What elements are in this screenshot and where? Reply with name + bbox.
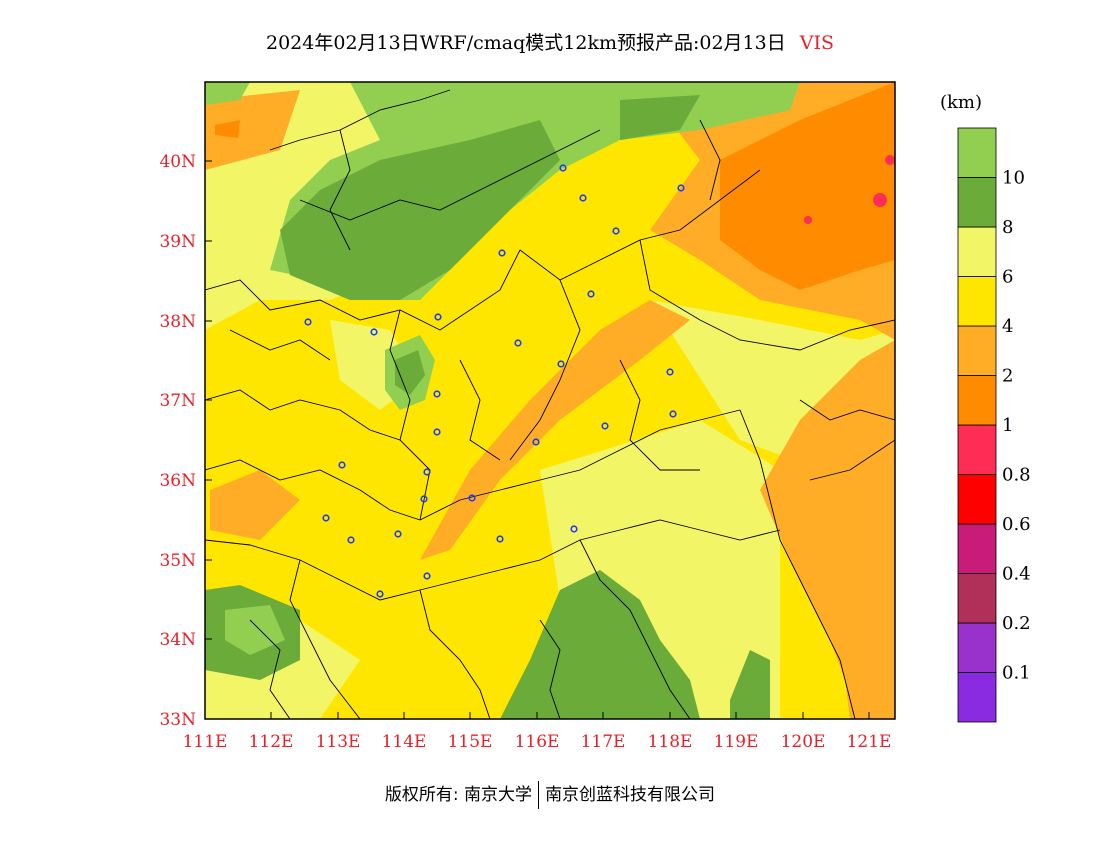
colorbar-swatch (957, 424, 997, 475)
lon-label: 119E (714, 732, 759, 752)
colorbar-swatch (957, 573, 997, 624)
lon-label: 120E (781, 732, 826, 752)
colorbar-swatch (957, 672, 997, 723)
colorbar-label: 0.8 (1002, 465, 1031, 486)
colorbar-label: 10 (1002, 168, 1025, 189)
colorbar-labels: 0.1 0.2 0.4 0.6 0.8 1 2 4 6 8 10 (1002, 168, 1031, 684)
footer-left: 版权所有: 南京大学 (384, 785, 533, 805)
lon-label: 118E (648, 732, 693, 752)
lat-label: 40N (159, 152, 196, 172)
map-title: 2024年02月13日WRF/cmaq模式12km预报产品:02月13日 VIS (0, 28, 1100, 55)
lat-label: 39N (159, 232, 196, 252)
city-markers (304, 164, 685, 598)
lon-label: 115E (448, 732, 493, 752)
colorbar-label: 1 (1002, 415, 1013, 436)
colorbar-swatch (957, 127, 997, 178)
colorbar-swatch (957, 375, 997, 426)
lon-label: 114E (382, 732, 427, 752)
footer-separator (538, 781, 540, 809)
lat-label: 34N (159, 630, 196, 650)
lon-label: 111E (183, 732, 228, 752)
colorbar-swatch (957, 325, 997, 376)
lon-label: 113E (316, 732, 361, 752)
colorbar-swatch (957, 276, 997, 327)
colorbar-swatch (957, 177, 997, 228)
colorbar-label: 0.2 (1002, 613, 1031, 634)
footer: 版权所有: 南京大学 南京创蓝科技有限公司 (0, 780, 1100, 809)
variable-label: VIS (799, 32, 834, 54)
colorbar-label: 0.1 (1002, 663, 1031, 684)
y-axis (205, 160, 212, 720)
colorbar-unit: (km) (940, 92, 983, 113)
colorbar-label: 8 (1002, 217, 1013, 238)
colorbar-label: 0.6 (1002, 514, 1031, 535)
lat-label: 35N (159, 551, 196, 571)
colorbar-swatch (957, 523, 997, 574)
lat-label: 38N (159, 312, 196, 332)
colorbar-swatch (957, 622, 997, 673)
colorbar-label: 4 (1002, 316, 1013, 337)
lon-label: 116E (515, 732, 560, 752)
lon-label: 121E (847, 732, 892, 752)
lat-label: 33N (159, 710, 196, 730)
colorbar-label: 0.4 (1002, 564, 1031, 585)
lat-labels: 33N 34N 35N 36N 37N 38N 39N 40N (159, 152, 196, 730)
lon-labels: 111E 112E 113E 114E 115E 116E 117E 118E … (183, 732, 892, 752)
colorbar-swatch (957, 474, 997, 525)
visibility-field (205, 82, 895, 719)
colorbar-swatch (957, 226, 997, 277)
boundary-lines (205, 89, 895, 719)
lon-label: 112E (249, 732, 294, 752)
lat-label: 36N (159, 471, 196, 491)
colorbar-label: 6 (1002, 267, 1013, 288)
colorbar (957, 127, 997, 723)
lat-label: 37N (159, 391, 196, 411)
lon-label: 117E (581, 732, 626, 752)
colorbar-label: 2 (1002, 366, 1013, 387)
footer-right: 南京创蓝科技有限公司 (545, 785, 716, 805)
x-axis (204, 712, 870, 719)
title-text: 2024年02月13日WRF/cmaq模式12km预报产品:02月13日 (266, 32, 786, 54)
